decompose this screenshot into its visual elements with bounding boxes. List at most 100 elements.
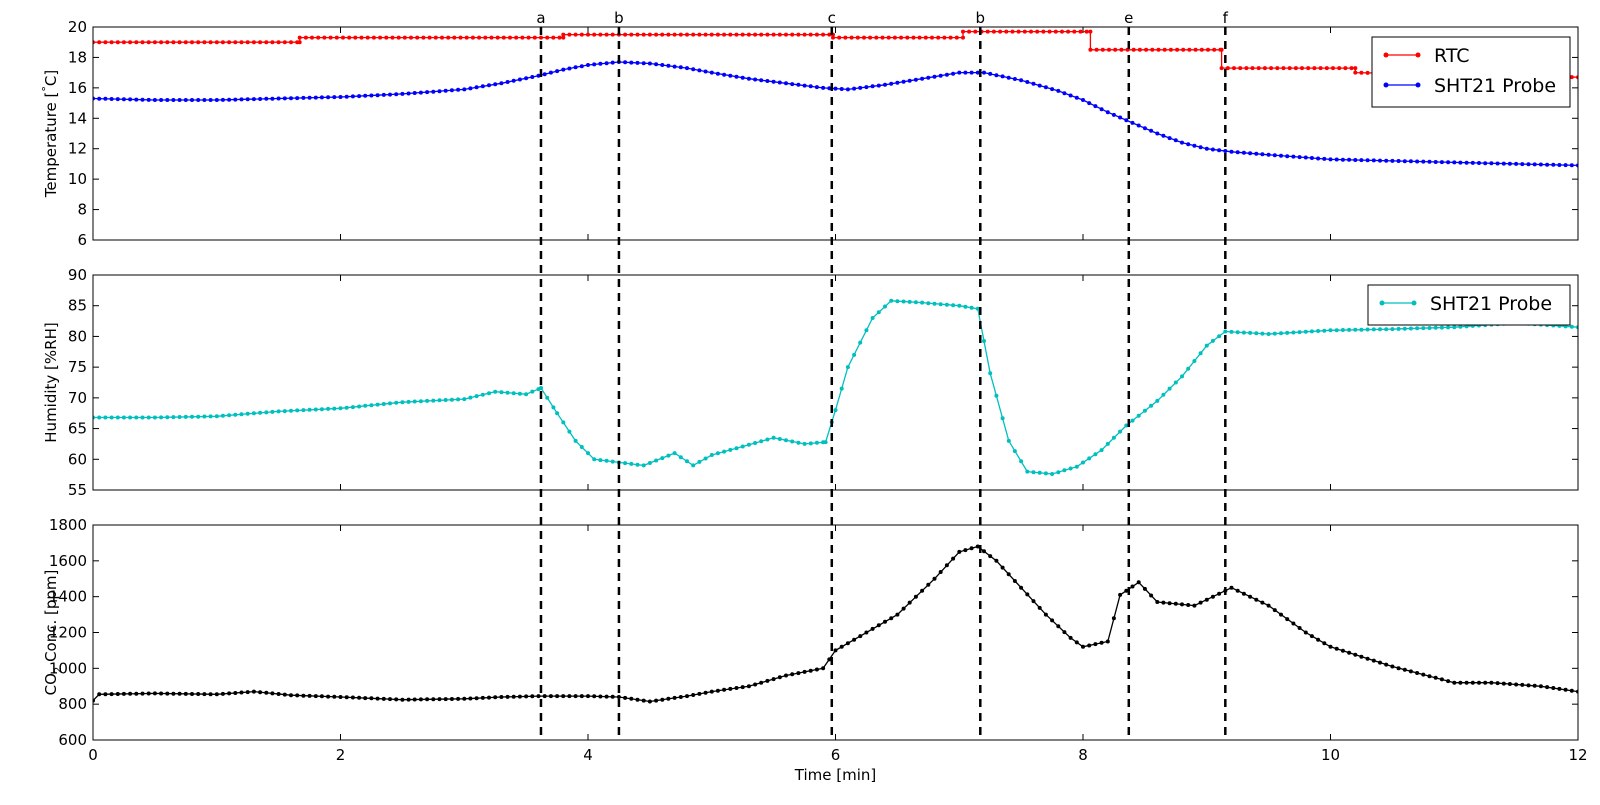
data-point [753, 77, 758, 82]
data-point [1538, 162, 1543, 167]
data-point [487, 391, 491, 396]
data-point [264, 690, 269, 695]
data-point [347, 35, 352, 40]
data-point [678, 32, 683, 37]
data-point [245, 40, 250, 45]
data-point [672, 32, 677, 37]
data-point [1569, 324, 1574, 329]
data-point [1260, 152, 1265, 157]
data-point [545, 35, 550, 40]
data-point [493, 82, 498, 87]
data-point [1260, 331, 1265, 336]
data-point [880, 35, 885, 40]
data-point [1074, 640, 1079, 645]
data-point [715, 451, 720, 456]
data-point [913, 594, 918, 599]
data-point [790, 672, 795, 677]
data-point [855, 35, 860, 40]
data-point [357, 404, 362, 409]
data-point [728, 73, 733, 78]
data-point [489, 35, 494, 40]
data-point [647, 61, 652, 66]
data-point [545, 395, 550, 400]
data-point [930, 35, 934, 40]
data-point [276, 692, 281, 696]
data-point [1316, 156, 1321, 161]
data-point [177, 98, 182, 102]
data-point [1037, 605, 1042, 610]
data-point [765, 32, 770, 37]
data-point [1520, 682, 1525, 687]
data-point [784, 32, 788, 37]
data-point [1439, 160, 1444, 165]
data-point [1149, 128, 1154, 133]
data-point [381, 402, 386, 406]
data-point [495, 35, 500, 40]
data-point [128, 415, 133, 420]
data-point [895, 299, 900, 304]
data-point [313, 694, 318, 699]
data-point [654, 62, 659, 67]
data-point [734, 686, 739, 690]
data-point [1427, 326, 1432, 330]
data-point [1501, 161, 1506, 166]
data-point [1318, 66, 1323, 71]
data-point [140, 415, 145, 420]
y-tick-label: 80 [68, 327, 87, 345]
data-point [520, 35, 525, 40]
data-point [270, 409, 275, 414]
data-point [1446, 679, 1451, 684]
data-point [852, 86, 857, 91]
data-point [1144, 47, 1149, 52]
data-point [146, 40, 151, 45]
data-point [1173, 380, 1178, 385]
data-point [384, 35, 389, 40]
data-point [121, 97, 126, 102]
data-point [1235, 150, 1240, 155]
data-point [1507, 682, 1512, 686]
data-point [1192, 143, 1197, 148]
data-point [1532, 683, 1537, 688]
data-point [746, 442, 751, 447]
data-point [1105, 441, 1110, 446]
data-point [963, 548, 968, 553]
data-point [1192, 603, 1197, 608]
data-point [1107, 47, 1111, 52]
data-point [1408, 326, 1413, 331]
data-point [171, 691, 176, 696]
data-point [1293, 66, 1298, 71]
data-point [1272, 608, 1277, 613]
data-point [573, 32, 578, 37]
data-point [1016, 29, 1021, 34]
series-line [93, 545, 1578, 703]
data-point [948, 35, 953, 40]
data-point [542, 694, 547, 699]
data-point [121, 415, 126, 420]
data-point [1084, 29, 1089, 34]
data-point [678, 695, 683, 699]
data-point [517, 391, 522, 396]
data-point [239, 412, 244, 417]
data-point [412, 399, 417, 404]
data-point [171, 40, 176, 45]
data-point [598, 61, 603, 66]
data-point [1396, 666, 1401, 671]
data-point [388, 401, 392, 406]
data-point [703, 69, 708, 74]
data-point [1322, 328, 1327, 333]
event-label: b [976, 9, 986, 27]
data-point [289, 40, 293, 45]
data-point [777, 32, 782, 37]
data-point [938, 73, 943, 78]
data-point [1019, 78, 1024, 83]
y-tick-label: 75 [68, 358, 87, 376]
data-point [722, 687, 727, 692]
data-point [468, 395, 473, 400]
data-point [827, 86, 832, 91]
data-point [715, 32, 720, 37]
data-point [1285, 330, 1290, 335]
data-point [1241, 150, 1246, 155]
data-point [295, 96, 300, 101]
data-point [239, 40, 244, 45]
data-point [220, 413, 225, 418]
